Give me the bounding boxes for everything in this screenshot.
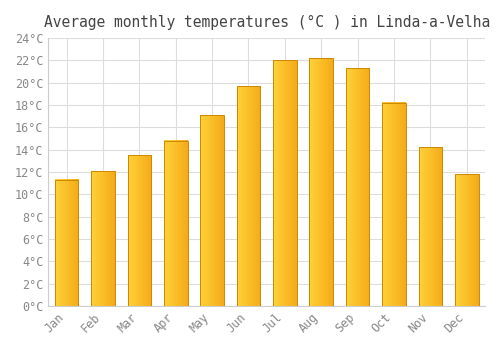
Bar: [382, 103, 406, 306]
Bar: [164, 141, 188, 306]
Bar: [310, 58, 333, 306]
Bar: [200, 115, 224, 306]
Bar: [455, 174, 478, 306]
Bar: [54, 180, 78, 306]
Bar: [346, 68, 370, 306]
Bar: [128, 155, 151, 306]
Bar: [273, 61, 296, 306]
Title: Average monthly temperatures (°C ) in Linda-a-Velha: Average monthly temperatures (°C ) in Li…: [44, 15, 490, 30]
Bar: [91, 171, 115, 306]
Bar: [236, 86, 260, 306]
Bar: [418, 147, 442, 306]
